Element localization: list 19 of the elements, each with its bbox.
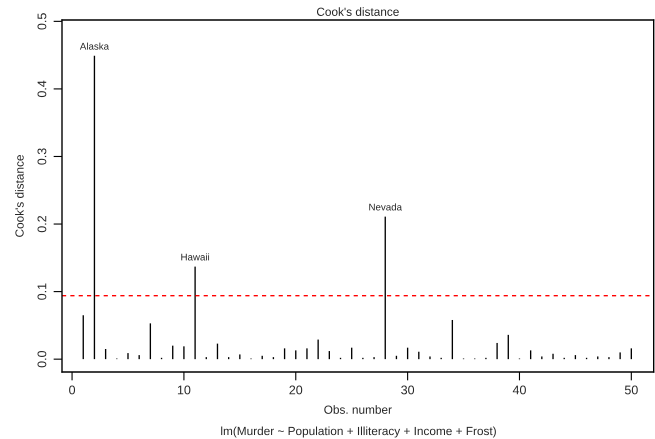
x-tick-label: 40 <box>512 386 526 394</box>
y-tick-label: 0.3 <box>37 148 46 165</box>
text: lm(Murder ~ Population + Illiteracy + Income + Frost) <box>221 426 496 438</box>
x-tick-label: 0 <box>69 386 76 394</box>
x-tick-label: 50 <box>624 386 638 394</box>
annotation: Alaska <box>80 42 110 50</box>
y-tick-label: 0.5 <box>37 13 46 30</box>
y-tick-label: 0.2 <box>37 216 46 232</box>
x-tick-label: 20 <box>289 386 302 394</box>
annotation: Hawaii <box>181 253 210 261</box>
y-tick-label: 0.1 <box>37 284 46 300</box>
x-axis-title: Obs. number <box>324 405 392 414</box>
y-tick-label: 0.0 <box>37 350 46 368</box>
y-axis-title: Cook's distance <box>15 155 24 237</box>
x-tick-label: 30 <box>401 386 414 394</box>
x-tick-label: 10 <box>178 386 190 394</box>
y-tick-label: 0.4 <box>37 80 46 98</box>
annotation: Nevada <box>369 203 402 211</box>
chart-title: Cook's distance <box>316 7 399 16</box>
